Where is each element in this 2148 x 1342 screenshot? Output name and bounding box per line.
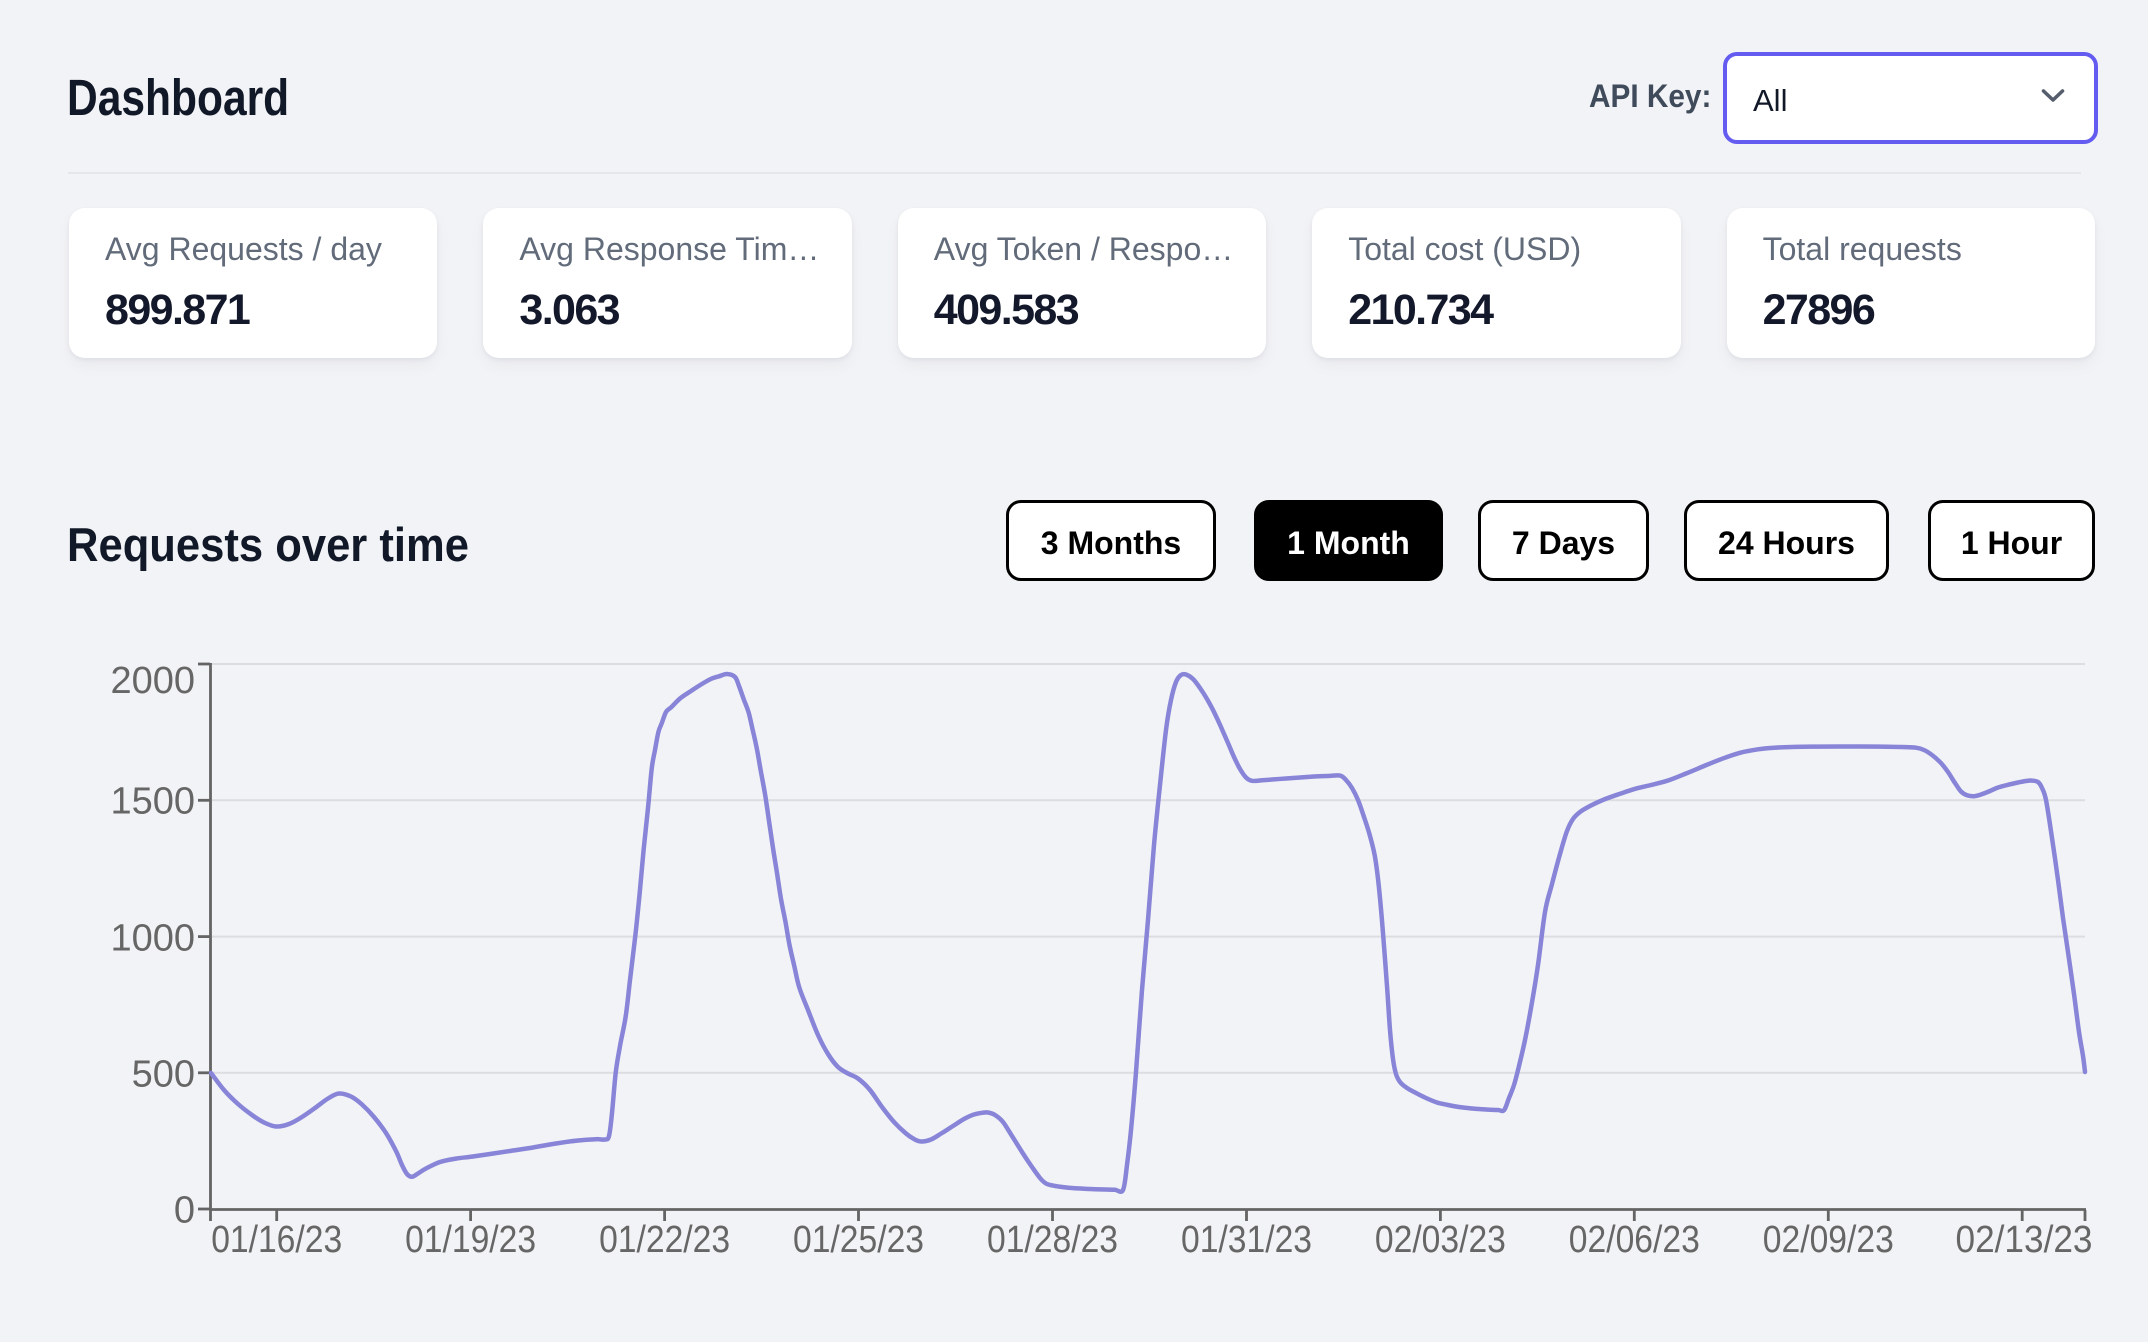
svg-text:1500: 1500 bbox=[110, 781, 195, 823]
svg-text:01/16/23: 01/16/23 bbox=[211, 1219, 342, 1261]
svg-text:500: 500 bbox=[132, 1054, 195, 1096]
svg-text:1000: 1000 bbox=[110, 918, 195, 960]
svg-text:0: 0 bbox=[174, 1190, 195, 1232]
svg-text:2000: 2000 bbox=[110, 660, 195, 702]
svg-text:01/28/23: 01/28/23 bbox=[987, 1219, 1118, 1261]
svg-text:01/22/23: 01/22/23 bbox=[599, 1219, 730, 1261]
svg-text:02/13/23: 02/13/23 bbox=[1956, 1219, 2093, 1261]
svg-text:01/25/23: 01/25/23 bbox=[793, 1219, 924, 1261]
svg-text:02/09/23: 02/09/23 bbox=[1763, 1219, 1894, 1261]
svg-text:01/31/23: 01/31/23 bbox=[1181, 1219, 1312, 1261]
svg-text:01/19/23: 01/19/23 bbox=[405, 1219, 536, 1261]
svg-text:02/06/23: 02/06/23 bbox=[1569, 1219, 1700, 1261]
svg-text:02/03/23: 02/03/23 bbox=[1375, 1219, 1506, 1261]
